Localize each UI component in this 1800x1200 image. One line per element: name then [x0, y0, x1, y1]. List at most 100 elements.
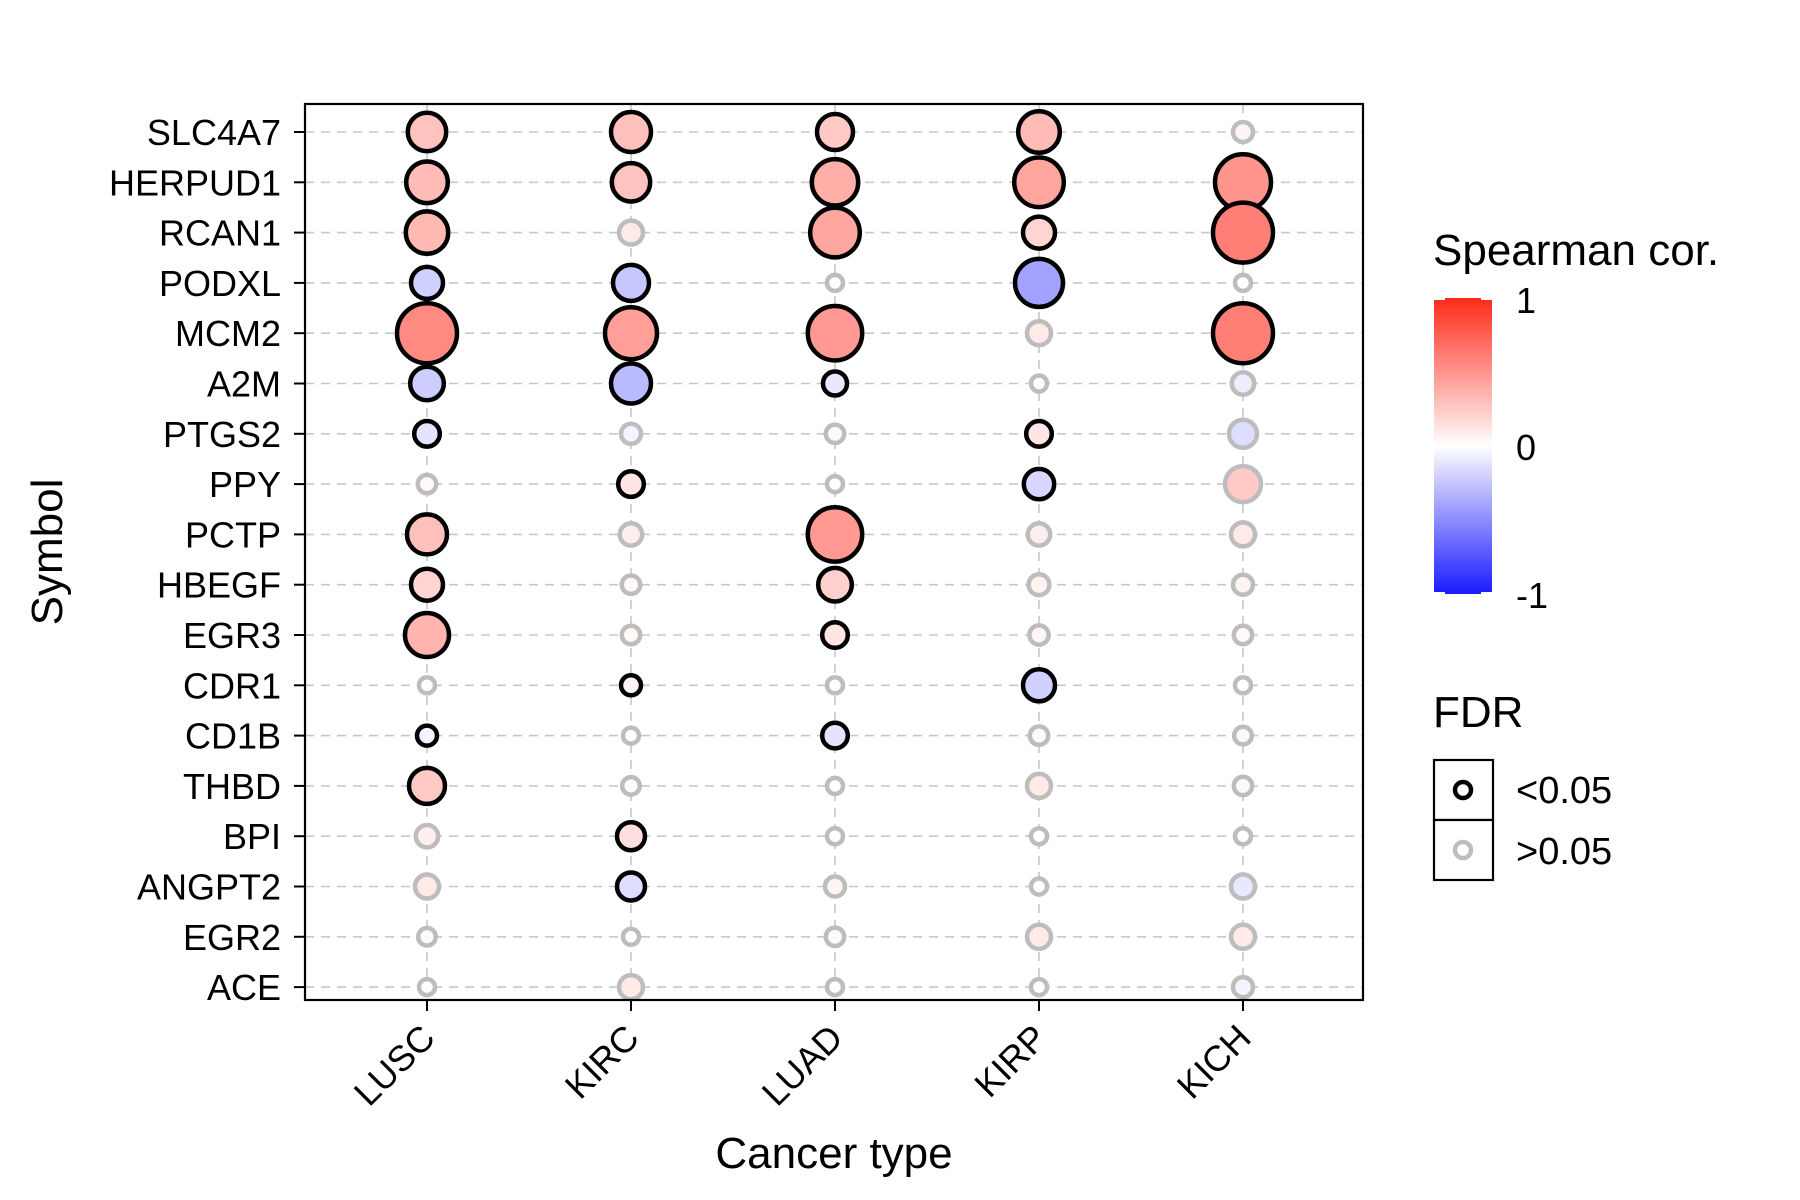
fdr-legend-sig-circle [1452, 779, 1474, 801]
data-point [618, 421, 644, 447]
y-tick-label: HBEGF [157, 565, 281, 606]
data-point [614, 870, 648, 903]
data-point [616, 218, 646, 247]
data-point [1020, 214, 1058, 251]
data-point [815, 565, 855, 604]
data-point [1027, 724, 1051, 748]
data-point [805, 504, 865, 564]
data-point [1228, 872, 1258, 901]
fdr-legend-label-sig: <0.05 [1516, 770, 1612, 812]
data-point [412, 872, 442, 901]
data-point [415, 472, 439, 496]
data-point [1028, 876, 1050, 897]
data-point [1012, 256, 1066, 310]
data-point [1230, 974, 1256, 1000]
data-point [610, 262, 652, 304]
data-point [1028, 825, 1050, 847]
color-legend-title: Spearman cor. [1433, 226, 1719, 275]
data-point [408, 264, 446, 302]
data-point [824, 473, 846, 495]
data-point [403, 209, 451, 257]
data-point [619, 774, 643, 797]
data-point [824, 825, 846, 847]
data-point [619, 623, 643, 647]
data-point [809, 156, 861, 208]
data-point [402, 610, 452, 660]
data-point [1232, 272, 1254, 294]
data-point [1015, 108, 1063, 156]
data-point [413, 822, 441, 850]
data-point [1026, 572, 1052, 598]
data-point [1222, 463, 1264, 505]
data-point [1210, 200, 1276, 265]
x-tick-label: KIRC [557, 1017, 647, 1107]
y-tick-label: A2M [207, 364, 281, 405]
x-tick-label: LUAD [754, 1017, 851, 1114]
y-tick-label: PODXL [159, 263, 281, 304]
x-tick-label: LUSC [346, 1017, 443, 1114]
y-tick-label: HERPUD1 [109, 162, 281, 203]
fdr-legend: FDR <0.05 >0.05 [1432, 688, 1612, 882]
y-tick-label: ANGPT2 [137, 867, 281, 908]
data-point [805, 303, 865, 363]
y-tick-label: ACE [207, 967, 281, 1008]
data-point [1028, 976, 1050, 998]
data-point [824, 272, 846, 294]
data-point [1011, 155, 1067, 210]
data-point [1027, 623, 1051, 647]
y-axis: SLC4A7 HERPUD1 RCAN1 PODXL MCM2 A2M PTGS2 PPY PC… [109, 112, 305, 1008]
y-tick-label: SLC4A7 [147, 112, 281, 153]
data-point [404, 512, 450, 557]
y-tick-label: THBD [183, 766, 281, 807]
data-point [1024, 771, 1054, 801]
data-point [1020, 667, 1058, 704]
data-point [820, 369, 850, 398]
data-point [1210, 300, 1276, 366]
y-axis-title: Symbol [23, 479, 72, 626]
data-point [602, 304, 660, 362]
data-point [620, 926, 642, 948]
data-point [414, 723, 440, 748]
data-point [814, 111, 856, 153]
x-tick-label: KICH [1169, 1017, 1259, 1107]
data-point [822, 874, 848, 899]
data-point [620, 725, 642, 746]
data-point [1231, 724, 1255, 747]
data-point [1021, 466, 1057, 502]
data-point [823, 925, 847, 949]
data-point [1023, 418, 1055, 449]
data-point [1024, 922, 1054, 952]
data-point [407, 364, 447, 403]
data-point [1230, 119, 1256, 145]
data-point [807, 205, 863, 260]
data-point [823, 422, 847, 446]
y-tick-label: CD1B [185, 716, 281, 757]
y-tick-label: BPI [223, 816, 281, 857]
data-point [1229, 370, 1257, 397]
data-point [1024, 318, 1054, 348]
y-tick-label: RCAN1 [159, 213, 281, 254]
data-point [1232, 675, 1254, 696]
data-point [1230, 572, 1256, 597]
data-point [394, 300, 460, 366]
data-points [394, 108, 1276, 1002]
data-point [1025, 520, 1053, 548]
data-point [824, 976, 846, 998]
data-point [1231, 623, 1255, 647]
fdr-legend-label-nonsig: >0.05 [1516, 831, 1612, 873]
y-tick-label: PPY [209, 464, 281, 505]
color-legend-label-mid: 0 [1516, 427, 1536, 468]
data-point [617, 520, 645, 548]
y-tick-label: PCTP [185, 514, 281, 555]
data-point [819, 619, 851, 651]
data-point [609, 160, 653, 204]
data-point [1231, 774, 1255, 798]
y-tick-label: CDR1 [183, 665, 281, 706]
data-point [615, 469, 647, 500]
data-point [819, 720, 851, 751]
fdr-legend-nonsig-circle [1452, 839, 1474, 861]
data-point [608, 361, 654, 406]
y-tick-label: MCM2 [175, 313, 281, 354]
x-axis: LUSC KIRC LUAD KIRP KICH [346, 1000, 1259, 1114]
